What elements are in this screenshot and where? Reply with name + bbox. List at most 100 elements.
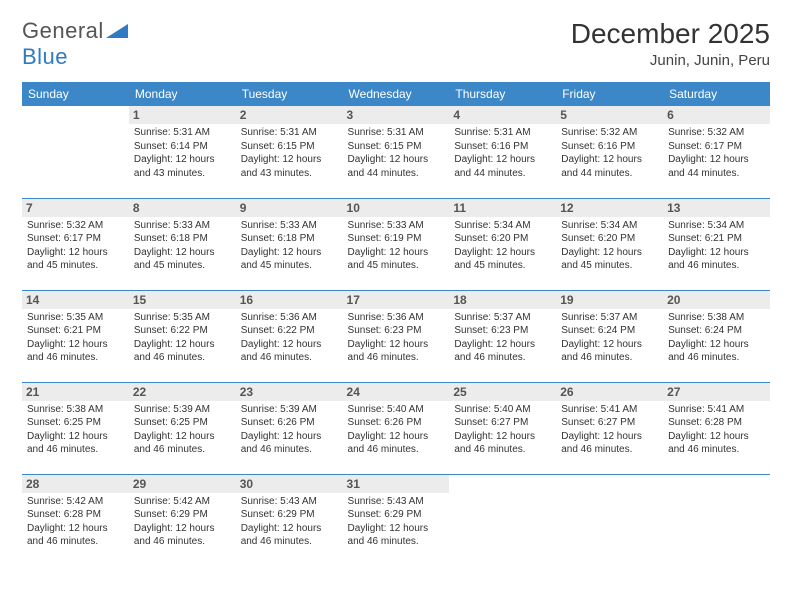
title-block: December 2025 Junin, Junin, Peru [571, 18, 770, 69]
sun-info: Sunrise: 5:38 AM Sunset: 6:25 PM Dayligh… [27, 403, 124, 457]
sun-info: Sunrise: 5:33 AM Sunset: 6:19 PM Dayligh… [348, 219, 445, 273]
calendar-cell: 14Sunrise: 5:35 AM Sunset: 6:21 PM Dayli… [22, 290, 129, 382]
calendar-week-row: 1 Sunrise: 5:31 AM Sunset: 6:14 PM Daylig… [22, 106, 770, 198]
day-number: 6 [663, 106, 770, 124]
page-title: December 2025 [571, 18, 770, 50]
calendar-cell: 27 Sunrise: 5:41 AM Sunset: 6:28 PM Dayli… [663, 382, 770, 474]
sun-info: Sunrise: 5:36 AM Sunset: 6:23 PM Dayligh… [348, 311, 445, 365]
calendar-cell: 29Sunrise: 5:42 AM Sunset: 6:29 PM Dayli… [129, 474, 236, 566]
calendar-cell [22, 106, 129, 198]
calendar-cell: 19 Sunrise: 5:37 AM Sunset: 6:24 PM Dayli… [556, 290, 663, 382]
calendar-cell: 28 Sunrise: 5:42 AM Sunset: 6:28 PM Dayli… [22, 474, 129, 566]
logo-text: General Blue [22, 18, 128, 70]
weekday-header: Saturday [663, 82, 770, 106]
day-number: 28 [22, 475, 129, 493]
day-number: 11 [449, 199, 556, 217]
sun-info: Sunrise: 5:35 AM Sunset: 6:22 PM Dayligh… [134, 311, 231, 365]
sun-info: Sunrise: 5:42 AM Sunset: 6:28 PM Dayligh… [27, 495, 124, 549]
day-number: 13 [663, 199, 770, 217]
sun-info: Sunrise: 5:32 AM Sunset: 6:17 PM Dayligh… [27, 219, 124, 273]
day-number: 16 [236, 291, 343, 309]
logo-blue: Blue [22, 44, 68, 69]
sun-info: Sunrise: 5:31 AM Sunset: 6:15 PM Dayligh… [348, 126, 445, 180]
calendar-cell: 13 Sunrise: 5:34 AM Sunset: 6:21 PM Dayli… [663, 198, 770, 290]
calendar-cell: 25Sunrise: 5:40 AM Sunset: 6:27 PM Dayli… [449, 382, 556, 474]
day-number: 26 [556, 383, 663, 401]
logo-gray: General [22, 18, 104, 43]
sun-info: Sunrise: 5:35 AM Sunset: 6:21 PM Dayligh… [27, 311, 124, 365]
day-number: 15 [129, 291, 236, 309]
calendar-cell: 5 Sunrise: 5:32 AM Sunset: 6:16 PM Daylig… [556, 106, 663, 198]
calendar-cell: 12 Sunrise: 5:34 AM Sunset: 6:20 PM Dayli… [556, 198, 663, 290]
calendar-cell: 11Sunrise: 5:34 AM Sunset: 6:20 PM Dayli… [449, 198, 556, 290]
calendar-cell: 15 Sunrise: 5:35 AM Sunset: 6:22 PM Dayli… [129, 290, 236, 382]
day-number: 17 [343, 291, 450, 309]
calendar-week-row: 7 Sunrise: 5:32 AM Sunset: 6:17 PM Daylig… [22, 198, 770, 290]
day-number: 30 [236, 475, 343, 493]
sun-info: Sunrise: 5:33 AM Sunset: 6:18 PM Dayligh… [134, 219, 231, 273]
calendar-cell: 18 Sunrise: 5:37 AM Sunset: 6:23 PM Dayli… [449, 290, 556, 382]
sun-info: Sunrise: 5:31 AM Sunset: 6:14 PM Dayligh… [134, 126, 231, 180]
calendar-cell: 9 Sunrise: 5:33 AM Sunset: 6:18 PM Daylig… [236, 198, 343, 290]
sun-info: Sunrise: 5:31 AM Sunset: 6:15 PM Dayligh… [241, 126, 338, 180]
calendar-cell [663, 474, 770, 566]
weekday-header: Friday [556, 82, 663, 106]
calendar-cell: 7 Sunrise: 5:32 AM Sunset: 6:17 PM Daylig… [22, 198, 129, 290]
sun-info: Sunrise: 5:33 AM Sunset: 6:18 PM Dayligh… [241, 219, 338, 273]
location-text: Junin, Junin, Peru [571, 52, 770, 69]
sun-info: Sunrise: 5:37 AM Sunset: 6:23 PM Dayligh… [454, 311, 551, 365]
day-number: 7 [22, 199, 129, 217]
calendar-cell: 31Sunrise: 5:43 AM Sunset: 6:29 PM Dayli… [343, 474, 450, 566]
calendar-table: SundayMondayTuesdayWednesdayThursdayFrid… [22, 82, 770, 566]
sun-info: Sunrise: 5:39 AM Sunset: 6:25 PM Dayligh… [134, 403, 231, 457]
sun-info: Sunrise: 5:40 AM Sunset: 6:27 PM Dayligh… [454, 403, 551, 457]
calendar-cell: 26 Sunrise: 5:41 AM Sunset: 6:27 PM Dayli… [556, 382, 663, 474]
day-number: 5 [556, 106, 663, 124]
sun-info: Sunrise: 5:31 AM Sunset: 6:16 PM Dayligh… [454, 126, 551, 180]
sun-info: Sunrise: 5:40 AM Sunset: 6:26 PM Dayligh… [348, 403, 445, 457]
sun-info: Sunrise: 5:34 AM Sunset: 6:20 PM Dayligh… [561, 219, 658, 273]
day-number: 20 [663, 291, 770, 309]
sun-info: Sunrise: 5:38 AM Sunset: 6:24 PM Dayligh… [668, 311, 765, 365]
calendar-cell: 4 Sunrise: 5:31 AM Sunset: 6:16 PM Daylig… [449, 106, 556, 198]
sun-info: Sunrise: 5:39 AM Sunset: 6:26 PM Dayligh… [241, 403, 338, 457]
logo-triangle-icon [106, 18, 128, 43]
calendar-cell: 8 Sunrise: 5:33 AM Sunset: 6:18 PM Daylig… [129, 198, 236, 290]
calendar-week-row: 21Sunrise: 5:38 AM Sunset: 6:25 PM Dayli… [22, 382, 770, 474]
day-number: 29 [129, 475, 236, 493]
calendar-cell: 2 Sunrise: 5:31 AM Sunset: 6:15 PM Daylig… [236, 106, 343, 198]
calendar-cell: 23 Sunrise: 5:39 AM Sunset: 6:26 PM Dayli… [236, 382, 343, 474]
day-number: 2 [236, 106, 343, 124]
day-number: 8 [129, 199, 236, 217]
sun-info: Sunrise: 5:34 AM Sunset: 6:21 PM Dayligh… [668, 219, 765, 273]
calendar-cell: 17 Sunrise: 5:36 AM Sunset: 6:23 PM Dayli… [343, 290, 450, 382]
calendar-cell: 1 Sunrise: 5:31 AM Sunset: 6:14 PM Daylig… [129, 106, 236, 198]
logo: General Blue [22, 18, 128, 70]
day-number: 27 [663, 383, 770, 401]
sun-info: Sunrise: 5:43 AM Sunset: 6:29 PM Dayligh… [241, 495, 338, 549]
day-number: 9 [236, 199, 343, 217]
calendar-week-row: 14Sunrise: 5:35 AM Sunset: 6:21 PM Dayli… [22, 290, 770, 382]
calendar-cell: 6Sunrise: 5:32 AM Sunset: 6:17 PM Daylig… [663, 106, 770, 198]
day-number: 10 [343, 199, 450, 217]
day-number: 3 [343, 106, 450, 124]
weekday-header: Wednesday [343, 82, 450, 106]
day-number: 4 [449, 106, 556, 124]
sun-info: Sunrise: 5:41 AM Sunset: 6:27 PM Dayligh… [561, 403, 658, 457]
calendar-cell [556, 474, 663, 566]
calendar-cell: 20 Sunrise: 5:38 AM Sunset: 6:24 PM Dayli… [663, 290, 770, 382]
day-number: 24 [343, 383, 450, 401]
day-number: 23 [236, 383, 343, 401]
day-number: 18 [449, 291, 556, 309]
day-number: 12 [556, 199, 663, 217]
weekday-header: Tuesday [236, 82, 343, 106]
sun-info: Sunrise: 5:41 AM Sunset: 6:28 PM Dayligh… [668, 403, 765, 457]
sun-info: Sunrise: 5:37 AM Sunset: 6:24 PM Dayligh… [561, 311, 658, 365]
calendar-cell: 3 Sunrise: 5:31 AM Sunset: 6:15 PM Daylig… [343, 106, 450, 198]
sun-info: Sunrise: 5:32 AM Sunset: 6:16 PM Dayligh… [561, 126, 658, 180]
header: General Blue December 2025 Junin, Junin,… [22, 18, 770, 70]
day-number: 1 [129, 106, 236, 124]
day-number: 19 [556, 291, 663, 309]
calendar-cell [449, 474, 556, 566]
calendar-week-row: 28 Sunrise: 5:42 AM Sunset: 6:28 PM Dayli… [22, 474, 770, 566]
